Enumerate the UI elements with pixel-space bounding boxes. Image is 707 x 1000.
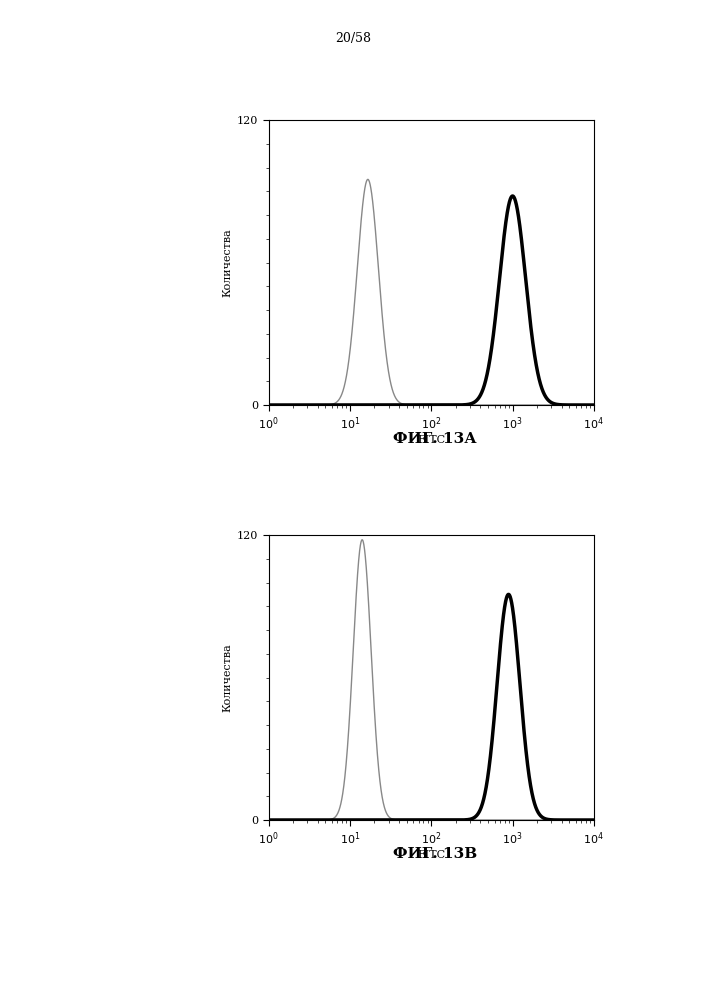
Text: ФИГ. 13В: ФИГ. 13В: [392, 847, 477, 861]
Y-axis label: Количества: Количества: [223, 643, 233, 712]
Text: ФИГ. 13А: ФИГ. 13А: [393, 432, 477, 446]
Y-axis label: Количества: Количества: [223, 228, 233, 297]
Text: 20/58: 20/58: [336, 32, 371, 45]
X-axis label: FITC: FITC: [417, 850, 445, 860]
X-axis label: FITC: FITC: [417, 435, 445, 445]
